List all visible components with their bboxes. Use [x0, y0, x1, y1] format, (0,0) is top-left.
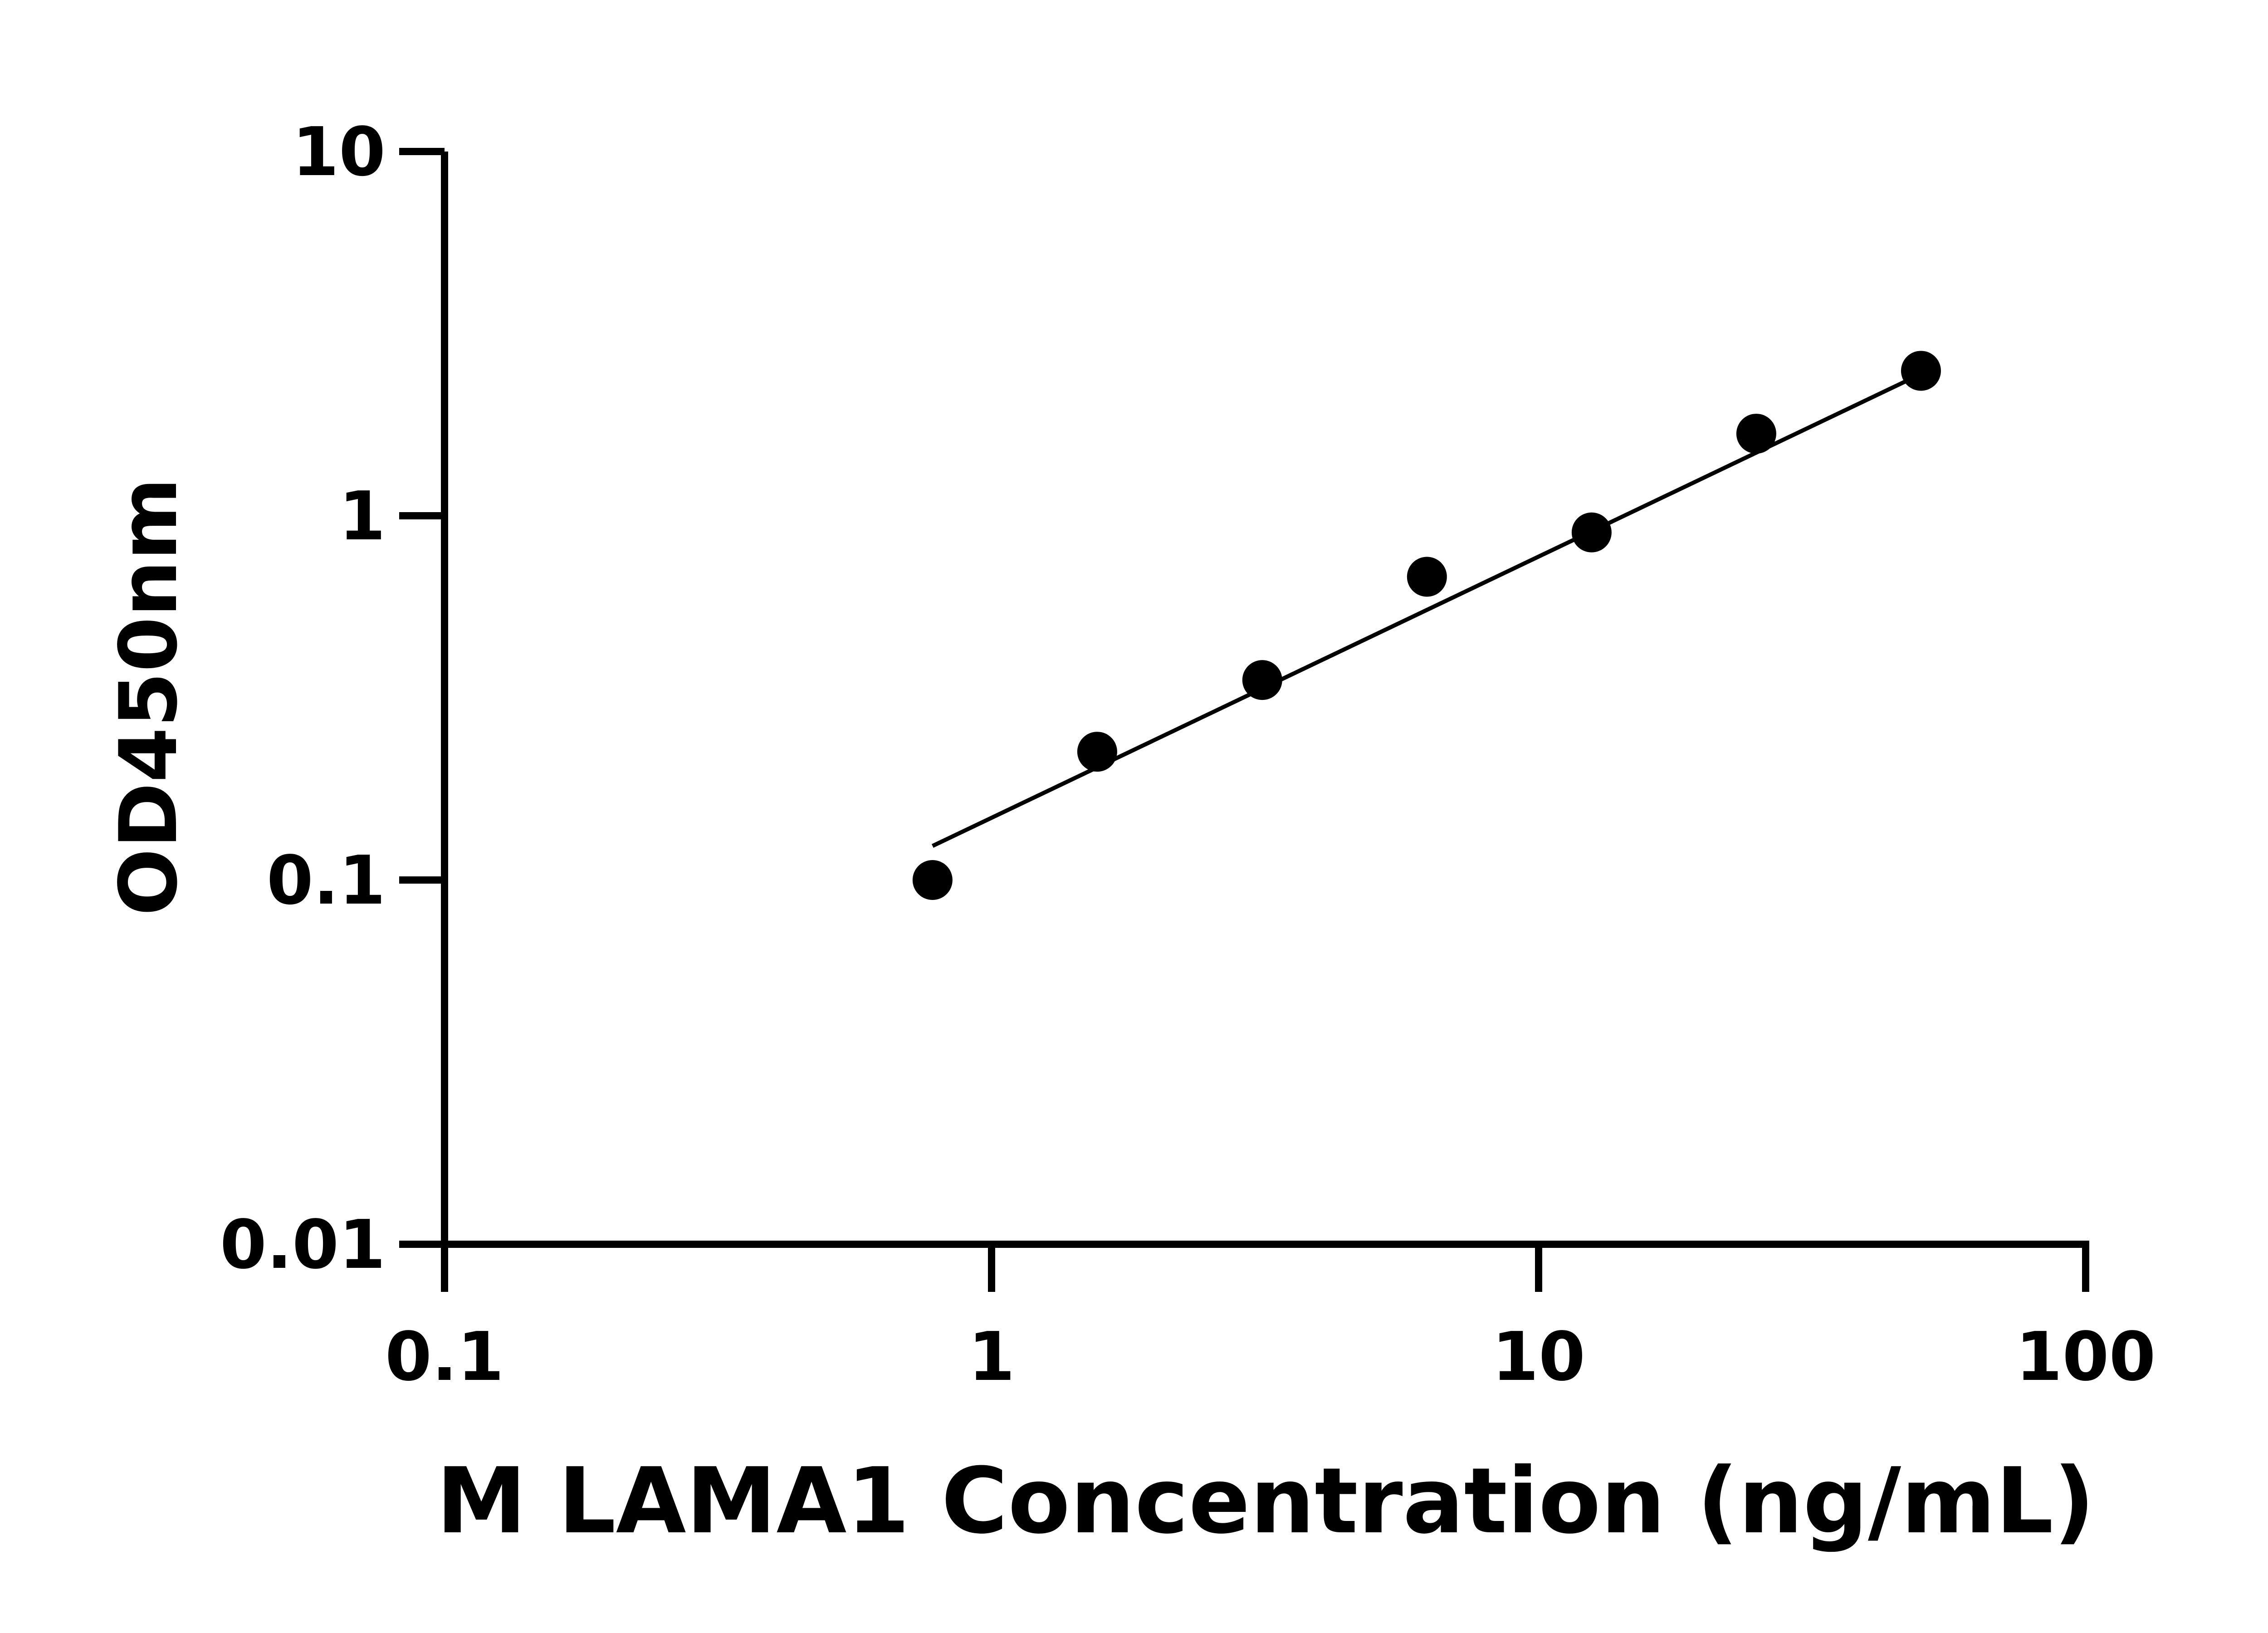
tick-labels: 0.1 1 10 100 0.01 0.1 1 10: [220, 113, 2156, 1396]
axes: [399, 148, 2089, 1292]
data-point: [1242, 660, 1282, 700]
x-tick-label: 1: [968, 1318, 1015, 1396]
y-tick-label: 0.01: [220, 1206, 386, 1284]
data-point: [1077, 732, 1117, 772]
data-point: [912, 860, 953, 900]
x-tick-label: 10: [1492, 1318, 1585, 1396]
data-point: [1901, 351, 1941, 391]
data-point: [1571, 512, 1612, 552]
plot-area: [912, 351, 1941, 900]
y-tick-label: 0.1: [267, 841, 386, 919]
data-point: [1407, 557, 1447, 597]
x-axis-title: M LAMA1 Concentration (ng/mL): [436, 1448, 2095, 1554]
x-tick-label: 0.1: [385, 1318, 504, 1396]
data-point: [1736, 414, 1776, 454]
x-tick-label: 100: [2016, 1318, 2156, 1396]
y-tick-label: 1: [339, 477, 386, 555]
y-tick-label: 10: [292, 113, 386, 191]
y-axis-title: OD450nm: [103, 478, 195, 916]
